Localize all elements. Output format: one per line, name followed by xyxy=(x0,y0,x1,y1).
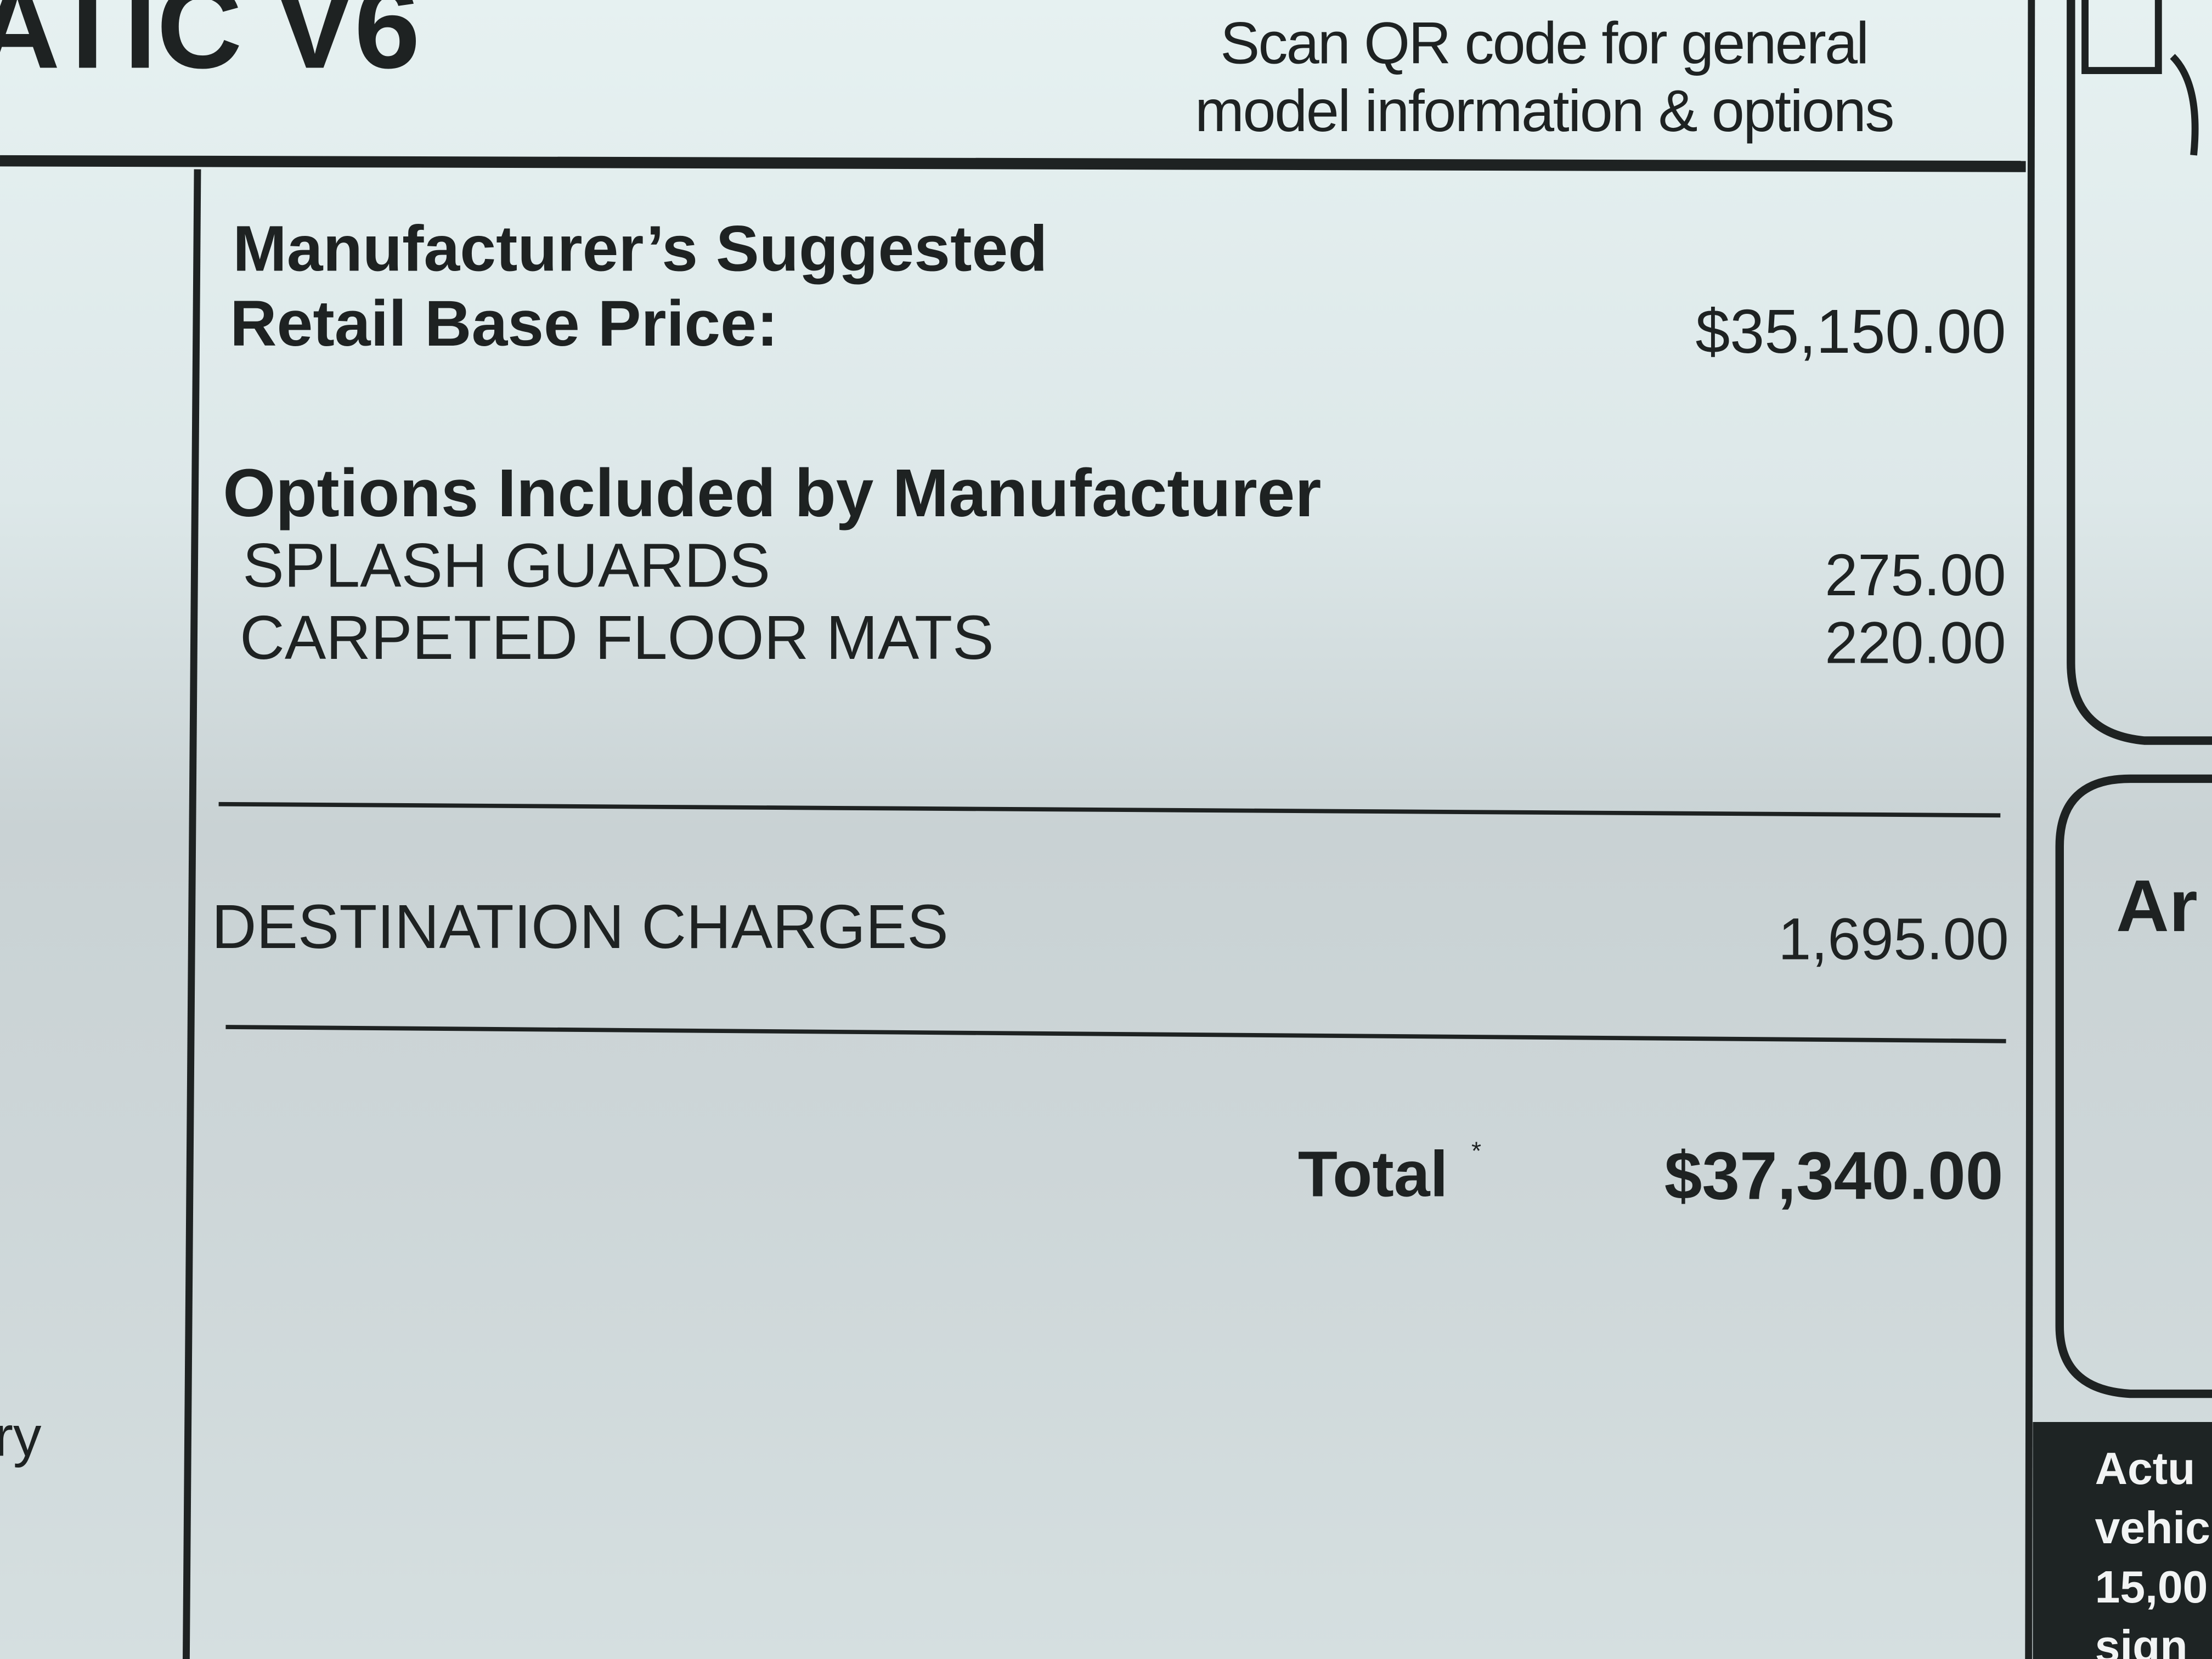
separator xyxy=(225,1025,2006,1043)
right-panel-border xyxy=(2055,774,2212,1398)
option-price: 220.00 xyxy=(1825,610,2006,676)
destination-price: 1,695.00 xyxy=(1778,906,2008,972)
price-amount: $35,150.00 xyxy=(1695,297,2006,366)
footer-panel xyxy=(2033,1422,2212,1659)
total-label: Total xyxy=(1298,1138,1448,1211)
qr-note: model information & options xyxy=(1195,77,1894,144)
separator xyxy=(218,802,2001,818)
right-rule xyxy=(2025,0,2035,1659)
left-fragment: ry xyxy=(0,1405,42,1468)
fuel-icon xyxy=(2081,0,2199,156)
price-label: Manufacturer’s Suggested xyxy=(233,213,1047,285)
left-rule xyxy=(183,169,201,1659)
option-name: CARPETED FLOOR MATS xyxy=(240,603,994,672)
total-amount: $37,340.00 xyxy=(1664,1138,2004,1214)
destination-name: DESTINATION CHARGES xyxy=(212,892,949,961)
header-rule xyxy=(0,155,2026,172)
footer-fragment: vehic xyxy=(2095,1503,2210,1553)
price-label: Retail Base Price: xyxy=(230,287,778,360)
options-heading: Options Included by Manufacturer xyxy=(223,455,1321,531)
option-price: 275.00 xyxy=(1825,541,2006,608)
footer-fragment: sign xyxy=(2095,1622,2188,1659)
footer-fragment: 15,00 xyxy=(2095,1562,2208,1612)
model-name: ATIC V6 xyxy=(0,0,420,93)
option-name: SPLASH GUARDS xyxy=(242,531,770,600)
total-footnote-mark: * xyxy=(1471,1137,1481,1165)
right-panel-border xyxy=(2067,0,2212,745)
footer-fragment: Actu xyxy=(2095,1444,2196,1494)
right-fragment: Ar xyxy=(2116,865,2198,947)
qr-note: Scan QR code for general xyxy=(1220,10,1869,76)
